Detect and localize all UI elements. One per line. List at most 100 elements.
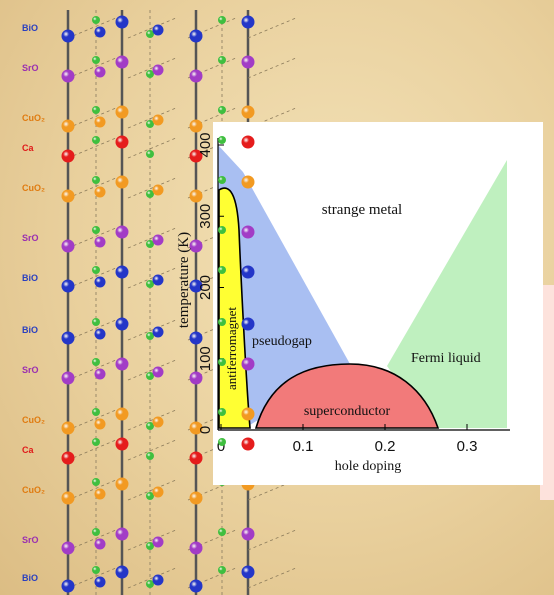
layer-label: BiO [22, 23, 38, 33]
y-tick-label: 300 [197, 204, 214, 229]
layer-label: SrO [22, 365, 39, 375]
y-tick-label: 200 [197, 275, 214, 300]
atom [146, 190, 154, 198]
lattice-bond [127, 529, 177, 551]
x-axis-label: hole doping [335, 459, 402, 474]
atom [218, 438, 226, 446]
atom [115, 55, 129, 69]
atom [115, 135, 129, 149]
atom [146, 280, 154, 288]
atom [146, 452, 154, 460]
atom [146, 120, 154, 128]
atom [189, 421, 203, 435]
atom [92, 358, 100, 366]
crystal-structure-overlay [218, 135, 255, 451]
x-tick-label: 0.3 [457, 438, 478, 455]
atom [94, 66, 106, 78]
lattice-bond [127, 137, 177, 159]
lattice-bond [67, 319, 117, 341]
layer-label: SrO [22, 233, 39, 243]
atom [94, 276, 106, 288]
layer-label: Ca [22, 445, 34, 455]
atom [61, 579, 75, 593]
atom [115, 175, 129, 189]
atom [218, 226, 226, 234]
x-tick-label: 0.2 [375, 438, 396, 455]
atom [189, 29, 203, 43]
y-tick-label: 0 [197, 426, 214, 434]
atom [92, 478, 100, 486]
layer-label: BiO [22, 573, 38, 583]
atom [241, 15, 255, 29]
atom [146, 30, 154, 38]
fermi-liquid-label: Fermi liquid [411, 351, 481, 366]
atom [94, 576, 106, 588]
atom [218, 528, 226, 536]
atom [146, 492, 154, 500]
atom [189, 279, 203, 293]
fermi-liquid-region [387, 160, 507, 428]
atom [61, 371, 75, 385]
atom [152, 24, 164, 36]
atom [115, 565, 129, 579]
atom [94, 488, 106, 500]
layer-label: BiO [22, 273, 38, 283]
layer-label: CuO₂ [22, 415, 45, 425]
atom [189, 331, 203, 345]
atom [218, 408, 226, 416]
atom [189, 189, 203, 203]
atom [146, 70, 154, 78]
atom [61, 451, 75, 465]
atom [92, 16, 100, 24]
crystal-structure-lattice: BiO SrO CuO₂ Ca CuO₂ SrO BiO BiO SrO CuO₂ Ca CuO₂ Sr… [22, 10, 297, 595]
atom [241, 55, 255, 69]
lattice-bond [67, 267, 117, 289]
x-tick-label: 0.1 [293, 438, 314, 455]
lattice-bond [127, 409, 177, 431]
atom [152, 114, 164, 126]
lattice-bond [67, 137, 117, 159]
pseudogap-label: pseudogap [252, 334, 312, 349]
atom [61, 491, 75, 505]
layer-label: CuO₂ [22, 485, 45, 495]
atom [241, 225, 255, 239]
atom [189, 69, 203, 83]
atom [92, 528, 100, 536]
atom [241, 265, 255, 279]
x-tick-label: 0 [217, 438, 225, 455]
lattice-bond [67, 529, 117, 551]
atom [115, 15, 129, 29]
atom [218, 56, 226, 64]
lattice-bond [247, 567, 297, 589]
pseudogap-region [218, 145, 350, 428]
atom [152, 416, 164, 428]
atom [92, 226, 100, 234]
atom [189, 371, 203, 385]
lattice-bond [67, 479, 117, 501]
atom [92, 106, 100, 114]
atom [218, 176, 226, 184]
atom [218, 358, 226, 366]
atom [92, 56, 100, 64]
lattice-bond [127, 567, 177, 589]
atom [94, 236, 106, 248]
layer-label: SrO [22, 535, 39, 545]
atom [61, 119, 75, 133]
atom [189, 149, 203, 163]
atom [218, 106, 226, 114]
atom [146, 372, 154, 380]
atom [218, 266, 226, 274]
phase-diagram: 0 100 200 300 400 0 0.1 0.2 0.3 strange metal p… [176, 122, 543, 485]
atom [152, 574, 164, 586]
atom [61, 69, 75, 83]
lattice-bond [247, 529, 297, 551]
atom [61, 239, 75, 253]
atom [218, 318, 226, 326]
y-tick-label: 400 [197, 132, 214, 157]
atom [115, 437, 129, 451]
atom [94, 368, 106, 380]
atom [61, 421, 75, 435]
atom [241, 437, 255, 451]
lattice-bond [127, 359, 177, 381]
atom [61, 279, 75, 293]
